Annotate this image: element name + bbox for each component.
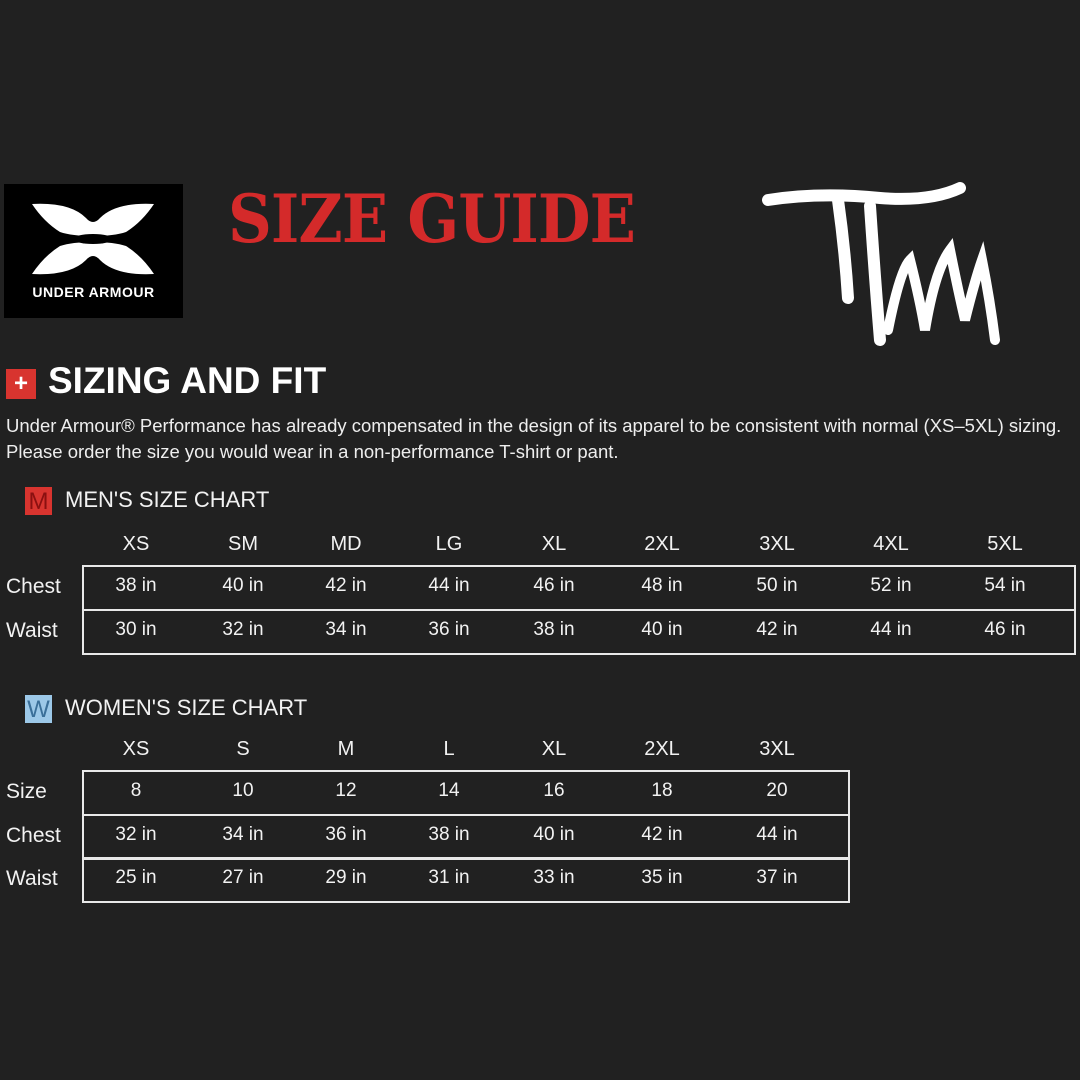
table-cell: 30 in [115,619,157,640]
table-cell: 12 [335,780,357,801]
women-badge-icon: W [25,695,52,723]
size-header: 3XL [759,533,795,555]
size-header: S [236,738,250,760]
table-cell: 38 in [533,619,575,640]
size-header: 2XL [644,533,680,555]
table-cell: 14 [438,780,460,801]
table-cell: 40 in [222,575,264,596]
tm-signature-logo [762,182,1000,346]
table-cell: 32 in [115,824,157,845]
table-cell: 31 in [428,867,470,888]
size-header: M [337,738,355,760]
sizing-fit-description: Under Armour® Performance has already co… [6,415,1062,462]
table-cell: 48 in [641,575,683,596]
table-cell: 25 in [115,867,157,888]
size-header: SM [228,533,258,555]
size-header: L [443,738,455,760]
row-label: Chest [6,575,61,598]
size-header: MD [330,533,362,555]
table-cell: 40 in [533,824,575,845]
under-armour-logo-icon [32,203,154,275]
table-cell: 46 in [984,619,1026,640]
table-cell: 20 [766,780,788,801]
table-cell: 40 in [641,619,683,640]
table-row [82,770,850,816]
table-cell: 38 in [428,824,470,845]
under-armour-wordmark: UNDER ARMOUR [32,284,155,300]
table-cell: 36 in [325,824,367,845]
table-cell: 44 in [870,619,912,640]
table-cell: 37 in [756,867,798,888]
table-cell: 34 in [325,619,367,640]
table-row [82,609,1076,655]
table-cell: 10 [232,780,254,801]
size-header: LG [435,533,463,555]
plus-icon: + [6,369,36,399]
size-header: 2XL [644,738,680,760]
row-label: Waist [6,867,58,890]
table-cell: 38 in [115,575,157,596]
table-cell: 44 in [428,575,470,596]
table-cell: 42 in [641,824,683,845]
table-cell: 33 in [533,867,575,888]
page-title: SIZE GUIDE [228,180,636,258]
table-row [82,857,850,903]
table-cell: 42 in [325,575,367,596]
table-cell: 54 in [984,575,1026,596]
men-badge-icon: M [25,487,52,515]
table-cell: 52 in [870,575,912,596]
table-cell: 32 in [222,619,264,640]
table-cell: 18 [651,780,673,801]
size-header: XL [541,738,567,760]
men-chart-heading: MEN'S SIZE CHART [65,487,270,512]
sizing-fit-heading: SIZING AND FIT [48,360,327,401]
table-cell: 34 in [222,824,264,845]
table-cell: 29 in [325,867,367,888]
table-row [82,814,850,860]
table-cell: 35 in [641,867,683,888]
size-header: XL [541,533,567,555]
row-label: Size [6,780,47,803]
under-armour-logo: UNDER ARMOUR [4,184,183,318]
table-cell: 42 in [756,619,798,640]
size-header: 3XL [759,738,795,760]
table-cell: 44 in [756,824,798,845]
table-cell: 27 in [222,867,264,888]
table-cell: 36 in [428,619,470,640]
table-cell: 46 in [533,575,575,596]
row-label: Chest [6,824,61,847]
table-cell: 16 [543,780,565,801]
table-cell: 50 in [756,575,798,596]
size-header: 4XL [873,533,909,555]
row-label: Waist [6,619,58,642]
table-cell: 8 [130,780,142,801]
women-chart-heading: WOMEN'S SIZE CHART [65,695,308,720]
size-header: XS [122,738,150,760]
size-header: XS [122,533,150,555]
size-header: 5XL [987,533,1023,555]
